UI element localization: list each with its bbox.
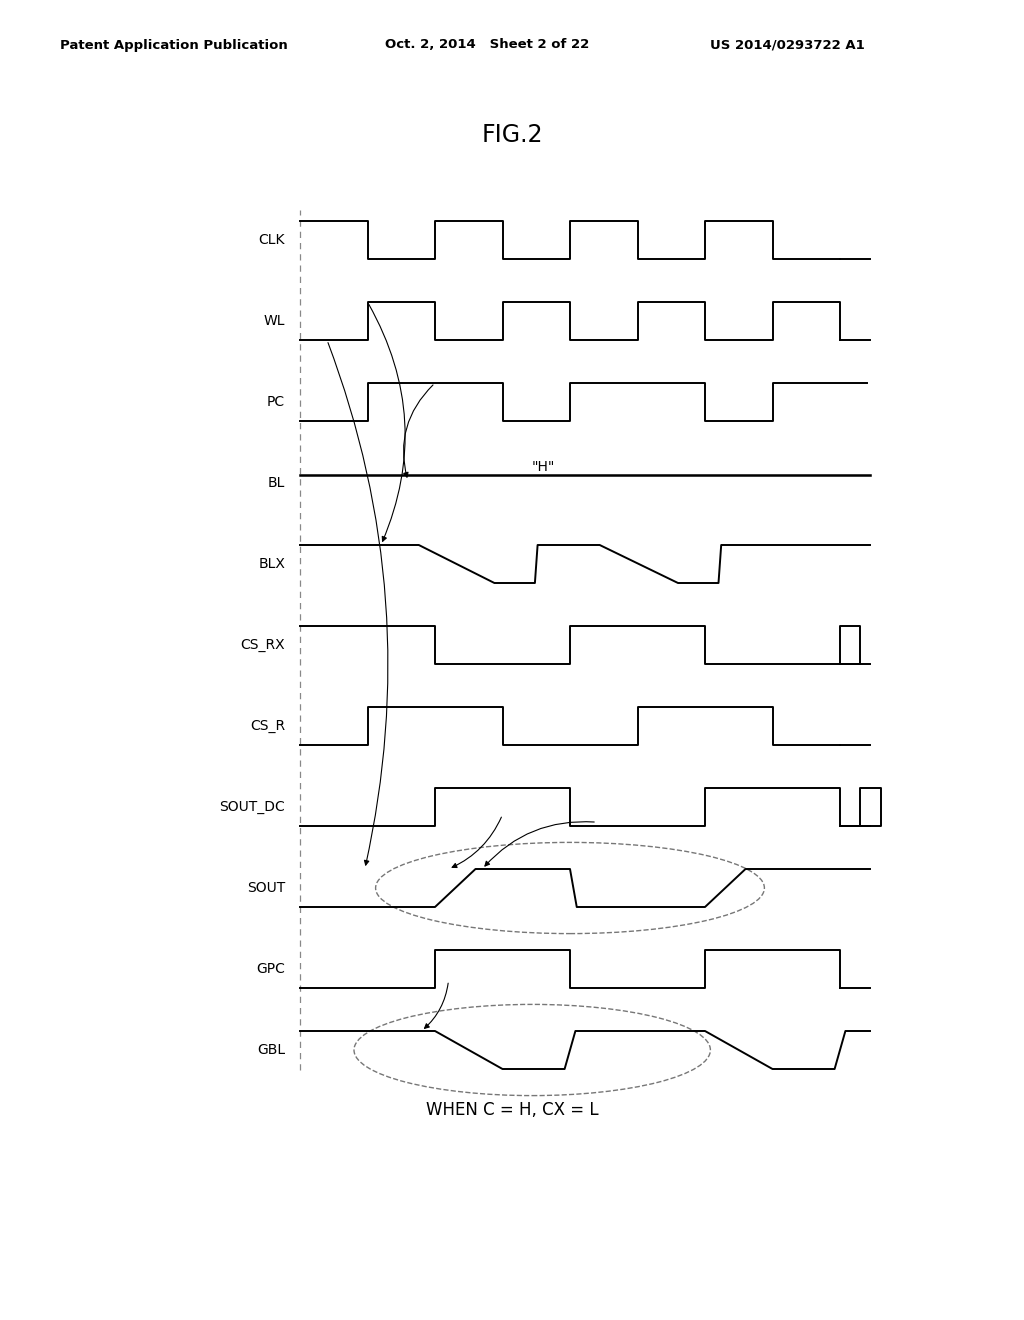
Text: GPC: GPC <box>256 962 285 975</box>
Text: US 2014/0293722 A1: US 2014/0293722 A1 <box>710 38 864 51</box>
Text: Patent Application Publication: Patent Application Publication <box>60 38 288 51</box>
Text: FIG.2: FIG.2 <box>481 123 543 147</box>
Text: BLX: BLX <box>258 557 285 572</box>
Text: CS_R: CS_R <box>250 719 285 733</box>
Text: GBL: GBL <box>257 1043 285 1057</box>
Text: SOUT_DC: SOUT_DC <box>219 800 285 814</box>
Text: WHEN C = H, CX = L: WHEN C = H, CX = L <box>426 1101 598 1119</box>
Text: CS_RX: CS_RX <box>241 638 285 652</box>
Text: WL: WL <box>263 314 285 327</box>
Text: SOUT: SOUT <box>247 880 285 895</box>
Text: PC: PC <box>267 395 285 409</box>
Text: Oct. 2, 2014   Sheet 2 of 22: Oct. 2, 2014 Sheet 2 of 22 <box>385 38 589 51</box>
Text: "H": "H" <box>531 459 555 474</box>
Text: BL: BL <box>267 477 285 490</box>
Text: CLK: CLK <box>258 234 285 247</box>
